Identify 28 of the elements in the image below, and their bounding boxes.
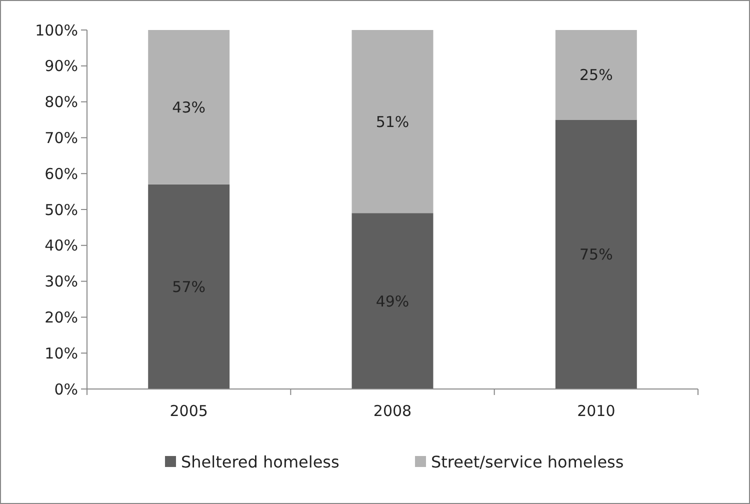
x-tick-label: 2008: [373, 402, 412, 420]
bar: [352, 30, 434, 214]
x-tick-label: 2010: [577, 402, 616, 420]
x-tick-label: 2005: [170, 402, 208, 420]
data-label: 43%: [172, 98, 206, 116]
y-tick-label: 40%: [44, 236, 78, 255]
y-tick-label: 70%: [44, 128, 78, 147]
data-label: 25%: [579, 66, 613, 84]
legend-label: Sheltered homeless: [181, 452, 340, 472]
data-label: 75%: [579, 246, 613, 264]
bar: [148, 184, 230, 389]
y-tick-label: 60%: [44, 164, 78, 183]
bar: [555, 120, 637, 389]
data-label: 57%: [172, 278, 206, 296]
data-label: 49%: [376, 292, 410, 310]
y-tick-label: 100%: [35, 21, 78, 40]
y-tick-label: 50%: [44, 200, 78, 219]
y-tick-label: 10%: [44, 344, 78, 362]
bar: [555, 30, 637, 120]
legend-label: Street/service homeless: [431, 452, 624, 472]
data-label: 51%: [376, 112, 410, 131]
y-tick-label: 0%: [54, 380, 78, 398]
y-tick-label: 30%: [44, 272, 78, 291]
bar: [148, 30, 230, 184]
y-tick-label: 80%: [44, 93, 78, 112]
bar: [352, 213, 434, 389]
y-tick-label: 90%: [44, 57, 78, 76]
y-tick-label: 20%: [44, 308, 78, 326]
